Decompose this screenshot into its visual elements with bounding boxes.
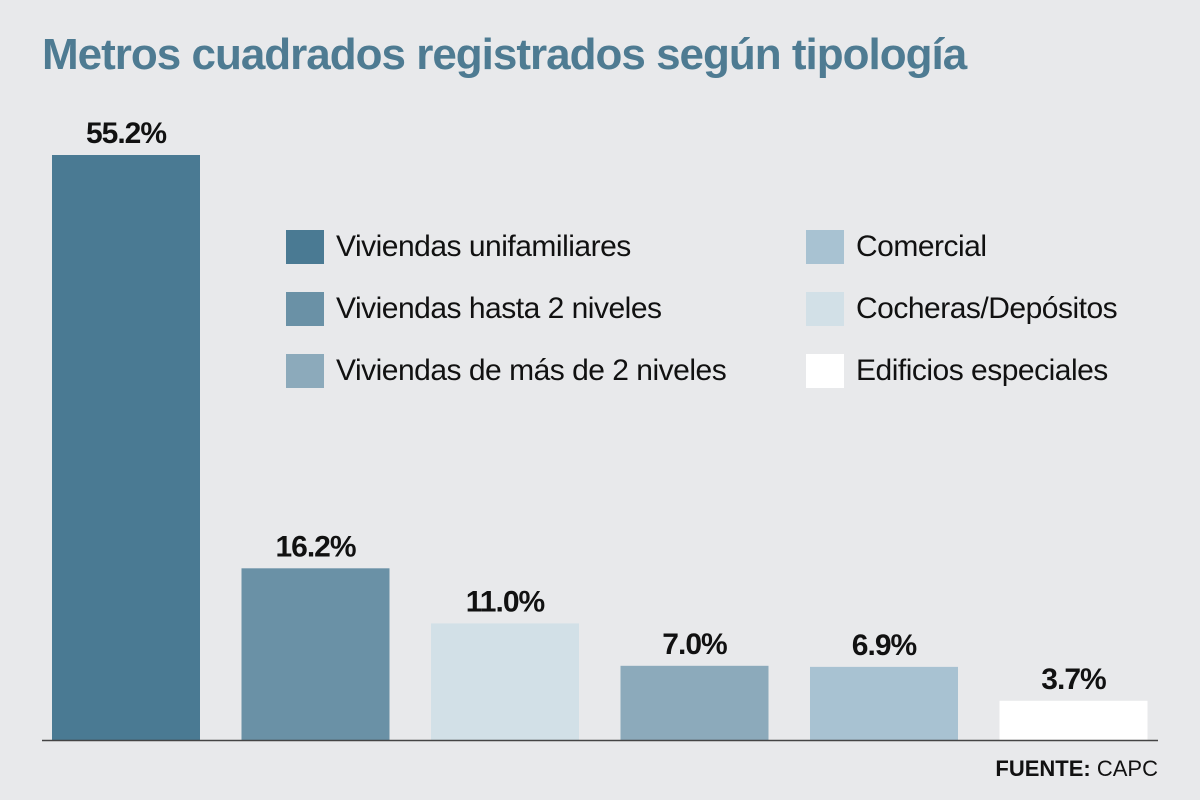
legend-item: Viviendas hasta 2 niveles xyxy=(286,290,806,328)
source-note: FUENTE: CAPC xyxy=(995,756,1158,782)
legend-item: Edificios especiales xyxy=(806,352,1126,390)
bar-value-label: 11.0% xyxy=(466,585,545,618)
legend-swatch xyxy=(806,292,844,326)
legend-item: Viviendas de más de 2 niveles xyxy=(286,352,806,390)
legend-label: Comercial xyxy=(856,230,987,263)
source-label: FUENTE: xyxy=(995,756,1091,781)
bar-value-label: 16.2% xyxy=(275,530,355,563)
bar xyxy=(810,666,958,740)
legend: Viviendas unifamiliares Comercial Vivien… xyxy=(286,228,1126,390)
bar-value-label: 7.0% xyxy=(662,628,727,661)
legend-swatch xyxy=(806,354,844,388)
legend-label: Viviendas unifamiliares xyxy=(336,230,631,263)
bar xyxy=(52,155,200,740)
legend-item: Viviendas unifamiliares xyxy=(286,228,806,266)
legend-swatch xyxy=(286,354,324,388)
legend-swatch xyxy=(286,292,324,326)
bar xyxy=(241,568,390,740)
bar-value-label: 6.9% xyxy=(852,629,917,662)
legend-label: Cocheras/Depósitos xyxy=(856,292,1118,325)
legend-item: Cocheras/Depósitos xyxy=(806,290,1126,328)
bar-value-label: 55.2% xyxy=(86,117,166,150)
chart-title: Metros cuadrados registrados según tipol… xyxy=(42,30,967,79)
legend-swatch xyxy=(286,230,324,264)
legend-label: Edificios especiales xyxy=(856,354,1108,387)
legend-label: Viviendas de más de 2 niveles xyxy=(336,354,727,387)
source-value: CAPC xyxy=(1096,756,1158,781)
bar xyxy=(431,623,579,740)
bar xyxy=(620,665,769,740)
legend-item: Comercial xyxy=(806,228,1126,266)
bar-value-label: 3.7% xyxy=(1041,663,1106,696)
bar xyxy=(999,700,1148,740)
legend-label: Viviendas hasta 2 niveles xyxy=(336,292,662,325)
legend-swatch xyxy=(806,230,844,264)
